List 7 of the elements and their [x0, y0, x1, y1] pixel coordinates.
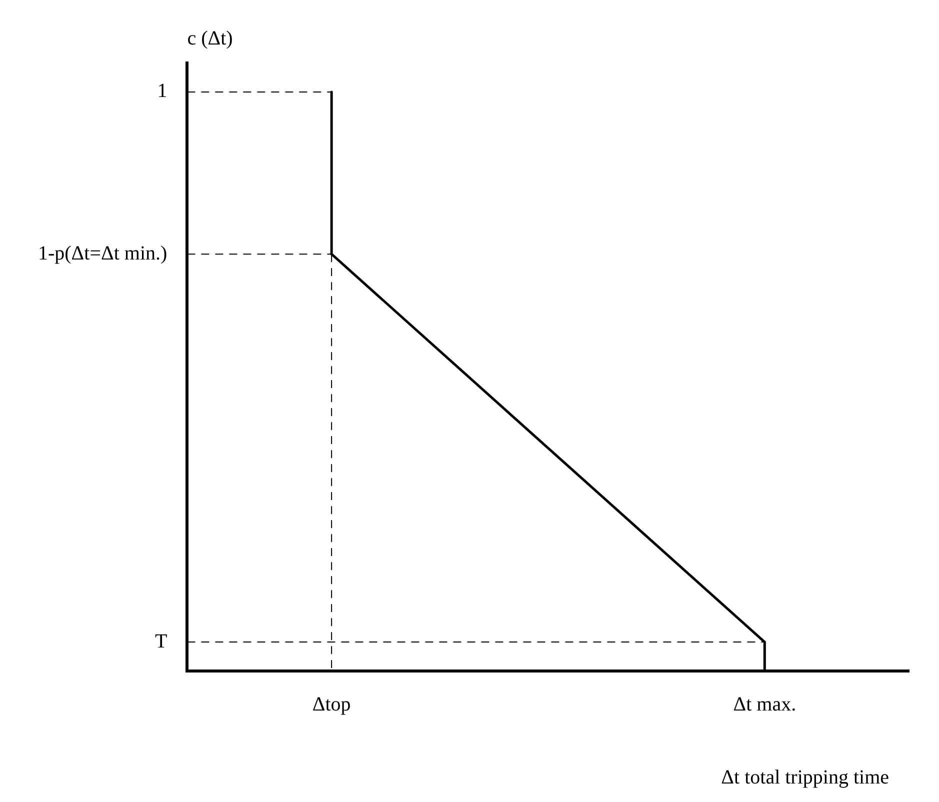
y-tick-label: T — [154, 630, 168, 652]
x-tick-label: Δtop — [312, 693, 351, 716]
x-axis-title: Δt total tripping time — [721, 766, 890, 788]
x-tick-label: Δt max. — [733, 693, 796, 716]
y-tick-label: 1-p(Δt=Δt min.) — [38, 242, 168, 264]
y-tick-label: 1 — [157, 80, 168, 102]
y-axis-title: c (Δt) — [187, 27, 233, 50]
